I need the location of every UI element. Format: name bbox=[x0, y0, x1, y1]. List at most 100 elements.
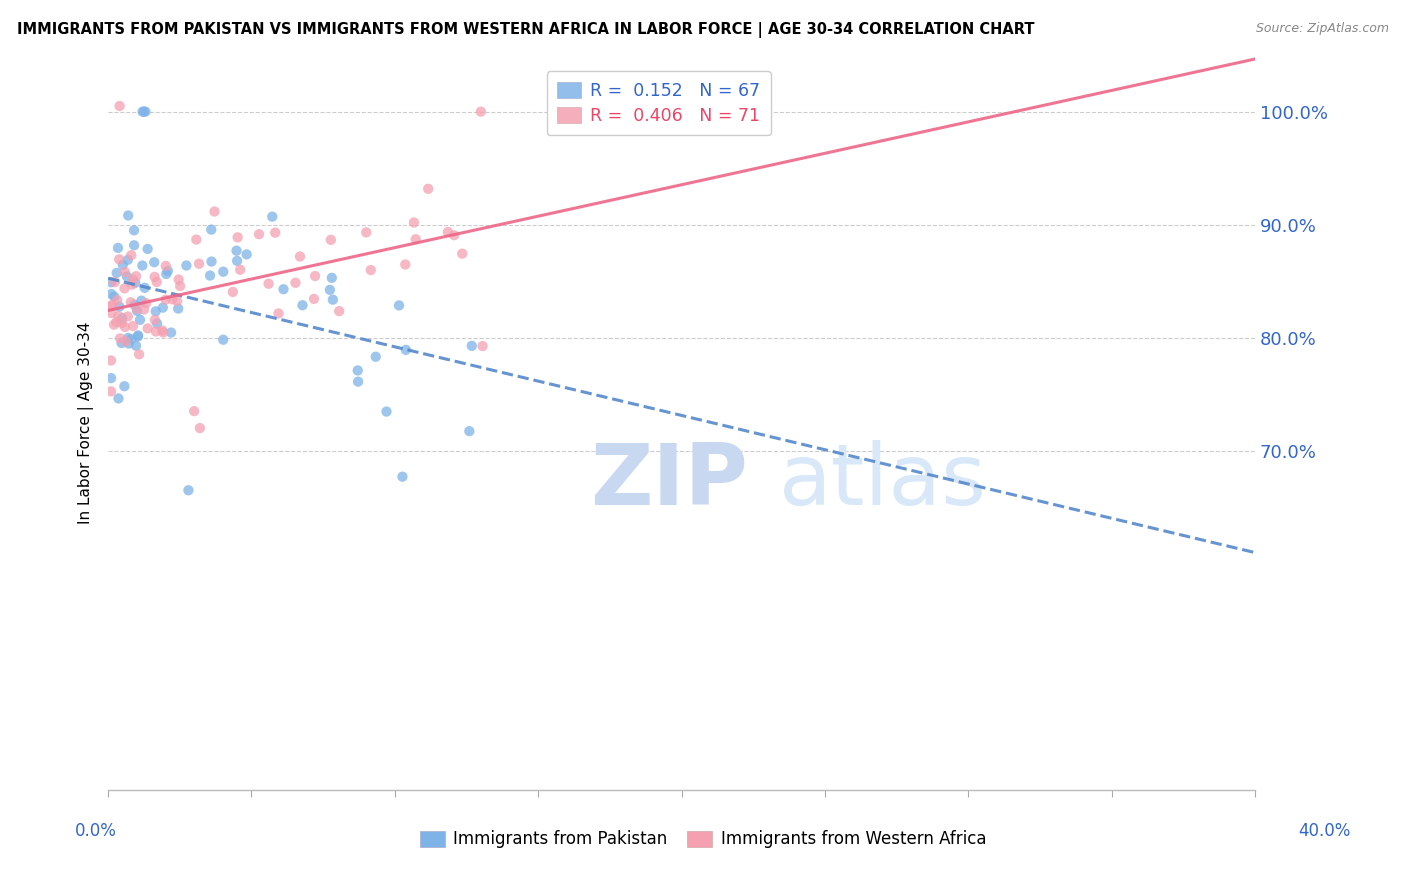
Point bbox=[155, 267, 177, 281]
Point bbox=[360, 263, 382, 277]
Point bbox=[136, 242, 159, 256]
Point bbox=[117, 331, 139, 345]
Point bbox=[188, 421, 211, 435]
Point bbox=[188, 257, 211, 271]
Point bbox=[458, 424, 481, 438]
Point bbox=[186, 233, 208, 247]
Point bbox=[110, 336, 132, 351]
Point bbox=[235, 247, 257, 261]
Point bbox=[117, 209, 139, 223]
Point bbox=[134, 104, 156, 119]
Point bbox=[104, 275, 127, 289]
Point bbox=[121, 272, 143, 286]
Point bbox=[127, 329, 149, 343]
Point bbox=[107, 392, 129, 406]
Text: 40.0%: 40.0% bbox=[1298, 822, 1351, 840]
Point bbox=[122, 318, 145, 333]
Point bbox=[167, 301, 190, 316]
Legend: Immigrants from Pakistan, Immigrants from Western Africa: Immigrants from Pakistan, Immigrants fro… bbox=[413, 824, 993, 855]
Point bbox=[120, 248, 142, 262]
Point bbox=[132, 302, 155, 317]
Point bbox=[135, 296, 157, 310]
Point bbox=[118, 336, 141, 351]
Point bbox=[155, 293, 177, 307]
Point bbox=[101, 298, 124, 312]
Point bbox=[418, 182, 440, 196]
Text: Source: ZipAtlas.com: Source: ZipAtlas.com bbox=[1256, 22, 1389, 36]
Point bbox=[103, 290, 125, 304]
Point bbox=[100, 371, 122, 385]
Point bbox=[128, 347, 150, 361]
Point bbox=[145, 325, 167, 339]
Point bbox=[105, 266, 128, 280]
Point bbox=[100, 384, 122, 399]
Point bbox=[302, 292, 325, 306]
Point bbox=[127, 328, 149, 343]
Point bbox=[319, 283, 342, 297]
Point bbox=[145, 275, 167, 289]
Point bbox=[288, 250, 311, 264]
Point bbox=[391, 469, 413, 483]
Point bbox=[470, 104, 492, 119]
Point bbox=[437, 225, 460, 239]
Point bbox=[229, 262, 252, 277]
Point bbox=[115, 269, 138, 284]
Point bbox=[120, 295, 142, 310]
Point bbox=[103, 318, 125, 332]
Point bbox=[347, 375, 370, 389]
Point bbox=[111, 258, 134, 272]
Point bbox=[155, 259, 177, 273]
Point bbox=[114, 281, 136, 295]
Point bbox=[267, 306, 290, 320]
Point bbox=[108, 99, 131, 113]
Point bbox=[166, 293, 188, 308]
Point bbox=[100, 353, 122, 368]
Point bbox=[131, 259, 153, 273]
Point bbox=[183, 404, 205, 418]
Point bbox=[100, 287, 122, 301]
Point bbox=[112, 379, 135, 393]
Point bbox=[131, 293, 153, 308]
Point bbox=[322, 293, 344, 307]
Point bbox=[125, 301, 148, 316]
Point bbox=[122, 238, 145, 252]
Point bbox=[114, 320, 136, 334]
Y-axis label: In Labor Force | Age 30-34: In Labor Force | Age 30-34 bbox=[79, 321, 94, 524]
Point bbox=[226, 230, 249, 244]
Point bbox=[129, 313, 152, 327]
Point bbox=[328, 304, 350, 318]
Point bbox=[273, 282, 295, 296]
Point bbox=[111, 311, 134, 326]
Point bbox=[257, 277, 280, 291]
Point bbox=[451, 246, 474, 260]
Point bbox=[108, 331, 131, 345]
Point bbox=[264, 226, 287, 240]
Point bbox=[169, 279, 191, 293]
Point bbox=[131, 104, 153, 119]
Point bbox=[114, 265, 136, 279]
Point bbox=[375, 404, 398, 418]
Point bbox=[395, 343, 418, 357]
Point bbox=[145, 304, 167, 318]
Point bbox=[156, 264, 179, 278]
Point bbox=[200, 254, 222, 268]
Text: IMMIGRANTS FROM PAKISTAN VS IMMIGRANTS FROM WESTERN AFRICA IN LABOR FORCE | AGE : IMMIGRANTS FROM PAKISTAN VS IMMIGRANTS F… bbox=[17, 22, 1035, 38]
Point bbox=[177, 483, 200, 498]
Point bbox=[125, 339, 148, 353]
Point bbox=[212, 333, 235, 347]
Point bbox=[136, 321, 159, 335]
Point bbox=[121, 277, 143, 292]
Point bbox=[117, 310, 139, 324]
Point bbox=[124, 298, 146, 312]
Text: 0.0%: 0.0% bbox=[75, 822, 117, 840]
Point bbox=[117, 252, 139, 267]
Point bbox=[198, 268, 221, 283]
Point bbox=[127, 304, 149, 318]
Point bbox=[200, 222, 222, 236]
Point bbox=[132, 104, 155, 119]
Point bbox=[176, 259, 198, 273]
Point bbox=[471, 339, 494, 353]
Point bbox=[304, 268, 326, 283]
Point bbox=[114, 334, 136, 349]
Point bbox=[134, 281, 156, 295]
